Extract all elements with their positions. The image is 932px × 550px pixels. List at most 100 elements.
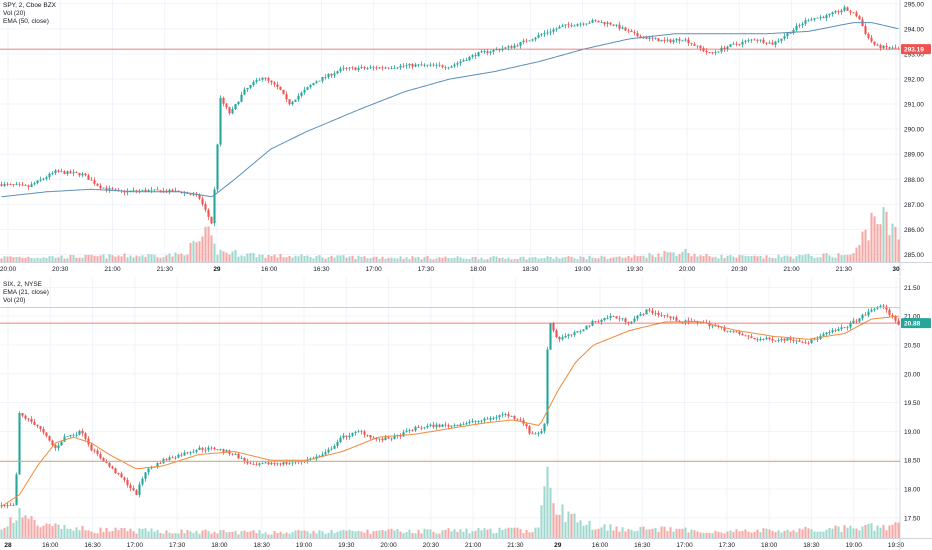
volume-bar bbox=[591, 529, 594, 538]
volume-bar bbox=[882, 207, 885, 262]
volume-bar bbox=[375, 530, 378, 538]
candle-body bbox=[264, 77, 267, 79]
candle-body bbox=[237, 453, 240, 459]
volume-bar bbox=[60, 255, 63, 262]
volume-bar bbox=[444, 256, 447, 262]
volume-bar bbox=[582, 525, 585, 538]
volume-bar bbox=[27, 256, 30, 262]
volume-bar bbox=[738, 531, 741, 538]
candle-series bbox=[0, 5, 900, 227]
volume-bar bbox=[735, 257, 738, 262]
candle-body bbox=[765, 42, 768, 44]
volume-bar bbox=[546, 466, 549, 538]
volume-bar bbox=[765, 255, 768, 262]
volume-bar bbox=[105, 258, 108, 262]
volume-bar bbox=[171, 256, 174, 262]
candle-body bbox=[792, 29, 795, 34]
candle-body bbox=[864, 314, 867, 316]
volume-bar bbox=[840, 532, 843, 538]
y-tick-label: 295.00 bbox=[904, 1, 924, 8]
candle-body bbox=[699, 45, 702, 49]
volume-bar bbox=[897, 522, 900, 538]
volume-bar bbox=[348, 529, 351, 538]
candle-body bbox=[615, 316, 618, 319]
volume-bar bbox=[75, 527, 78, 538]
volume-bar bbox=[747, 256, 750, 262]
candle-body bbox=[843, 7, 846, 11]
volume-bar bbox=[111, 255, 114, 262]
x-tick-label: 17:00 bbox=[366, 266, 383, 273]
volume-bar bbox=[363, 532, 366, 538]
candle-body bbox=[138, 190, 141, 192]
volume-bar bbox=[222, 251, 225, 262]
candle-body bbox=[111, 188, 114, 190]
volume-bar bbox=[102, 254, 105, 262]
volume-bar bbox=[822, 531, 825, 538]
volume-bar bbox=[375, 256, 378, 262]
volume-bar bbox=[783, 530, 786, 538]
volume-bar bbox=[306, 255, 309, 262]
candle-body bbox=[534, 37, 537, 40]
y-tick-label: 294.00 bbox=[904, 26, 924, 33]
candle-body bbox=[510, 415, 513, 417]
volume-bar bbox=[555, 514, 558, 538]
volume-bar bbox=[381, 530, 384, 538]
volume-bar bbox=[39, 527, 42, 538]
volume-bar bbox=[261, 254, 264, 262]
x-tick-label: 21:00 bbox=[104, 266, 121, 273]
candle-body bbox=[582, 23, 585, 25]
candle-body bbox=[240, 94, 243, 102]
candle-body bbox=[639, 314, 642, 316]
candle-body bbox=[666, 315, 669, 317]
volume-bar bbox=[189, 531, 192, 538]
candle-body bbox=[636, 33, 639, 37]
candle-body bbox=[261, 77, 264, 80]
candle-body bbox=[369, 435, 372, 438]
candle-body bbox=[855, 320, 858, 322]
candle-body bbox=[234, 453, 237, 455]
candle-body bbox=[6, 505, 9, 506]
candle-body bbox=[192, 451, 195, 453]
volume-bar bbox=[456, 531, 459, 538]
candle-body bbox=[63, 436, 66, 442]
volume-bar bbox=[639, 255, 642, 262]
volume-bar bbox=[201, 530, 204, 538]
volume-bar bbox=[78, 530, 81, 538]
volume-bar bbox=[480, 530, 483, 538]
candle-body bbox=[84, 433, 87, 439]
candle-body bbox=[816, 17, 819, 19]
volume-bar bbox=[729, 254, 732, 262]
candle-body bbox=[714, 51, 717, 53]
volume-bar bbox=[390, 528, 393, 538]
candle-body bbox=[204, 449, 207, 451]
volume-bar bbox=[174, 533, 177, 538]
candle-body bbox=[99, 453, 102, 459]
volume-bar bbox=[129, 528, 132, 538]
candle-body bbox=[330, 448, 333, 450]
candle-body bbox=[177, 190, 180, 192]
candle-body bbox=[789, 33, 792, 34]
candle-body bbox=[879, 305, 882, 307]
candle-body bbox=[807, 342, 810, 344]
volume-bar bbox=[867, 523, 870, 538]
volume-bar bbox=[204, 226, 207, 262]
volume-bar bbox=[489, 528, 492, 538]
volume-bar bbox=[879, 527, 882, 538]
volume-bar bbox=[810, 529, 813, 538]
volume-bar bbox=[654, 257, 657, 262]
candle-body bbox=[222, 449, 225, 452]
volume-bar bbox=[357, 255, 360, 262]
candle-body bbox=[852, 12, 855, 14]
candle-body bbox=[96, 450, 99, 454]
volume-bar bbox=[351, 255, 354, 262]
candle-body bbox=[825, 332, 828, 335]
volume-bar bbox=[627, 528, 630, 538]
volume-bar bbox=[873, 530, 876, 538]
candle-body bbox=[207, 209, 210, 217]
volume-bar bbox=[453, 529, 456, 538]
candle-body bbox=[459, 424, 462, 426]
volume-bar bbox=[747, 531, 750, 538]
chart-pane-0: 295.00 294.00 293.00 292.00 291.00 290.00 289.… bbox=[0, 0, 932, 276]
volume-bar bbox=[291, 532, 294, 538]
